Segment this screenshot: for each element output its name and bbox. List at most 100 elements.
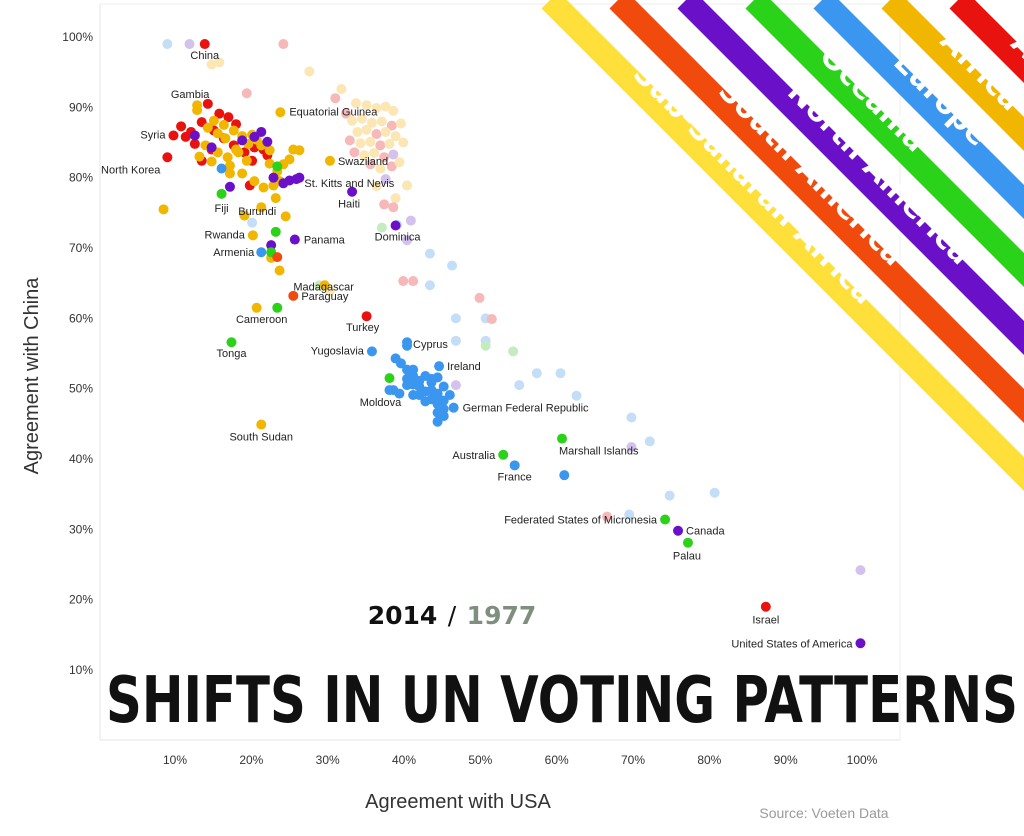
point-label: Cyprus [413, 339, 448, 351]
labeled-data-point [256, 419, 267, 430]
data-point-1977 [555, 368, 566, 379]
legend-band [677, 0, 1024, 355]
labeled-data-point [760, 601, 771, 612]
data-point-1977 [390, 193, 401, 204]
data-point-2014 [256, 126, 267, 137]
x-tick-label: 20% [239, 753, 263, 767]
data-point-1977 [450, 335, 461, 346]
data-point-1977 [347, 115, 358, 126]
data-point-1977 [340, 108, 351, 119]
data-point-1977 [379, 199, 390, 210]
data-point-2014 [812, 62, 823, 73]
data-point-1977 [376, 222, 387, 233]
labeled-data-point [855, 638, 866, 649]
data-point-2014 [266, 240, 277, 251]
y-tick-label: 80% [69, 171, 93, 185]
data-point-1977 [402, 235, 413, 246]
point-label: Ireland [447, 361, 481, 373]
data-point-1977 [398, 137, 409, 148]
data-point-2014 [559, 470, 570, 481]
data-point-1977 [352, 126, 363, 137]
point-label: Tonga [216, 348, 247, 360]
point-label: South Sudan [229, 432, 293, 444]
data-point-1977 [424, 280, 435, 291]
data-point-2014 [223, 112, 234, 123]
data-point-1977 [644, 436, 655, 447]
x-tick-label: 60% [545, 753, 569, 767]
x-tick-label: 100% [847, 753, 878, 767]
data-point-1977 [602, 511, 613, 522]
chart-texts: 2014 / 1977 SHIFTS IN UN VOTING PATTERNS… [21, 277, 1018, 821]
point-label: North Korea [101, 164, 161, 176]
legend-bands: AsiaAfricaEuropeOceaniaNorth AmericaSout… [541, 0, 1024, 491]
data-point-1977 [361, 124, 372, 135]
y-tick-label: 90% [69, 100, 93, 114]
labeled-data-point [275, 107, 286, 118]
x-tick-label: 90% [774, 753, 798, 767]
data-point-1977 [349, 147, 360, 158]
point-label: Yugoslavia [311, 345, 365, 357]
x-tick-label: 70% [621, 753, 645, 767]
data-point-2014 [272, 302, 283, 313]
data-point-1977 [355, 138, 366, 149]
labeled-data-point [390, 220, 401, 231]
data-point-2014 [224, 168, 235, 179]
data-point-2014 [189, 138, 200, 149]
data-point-1977 [336, 84, 347, 95]
data-point-1977 [508, 346, 519, 357]
data-point-1977 [376, 116, 387, 127]
point-label: Gambia [171, 89, 210, 101]
data-point-1977 [626, 412, 637, 423]
data-point-1977 [357, 113, 368, 124]
data-point-2014 [264, 158, 275, 169]
y-tick-label: 70% [69, 241, 93, 255]
data-point-2014 [212, 128, 223, 139]
legend-band [881, 0, 1024, 151]
point-label: Panama [304, 235, 346, 247]
point-label: Burundi [238, 206, 276, 218]
point-label: Armenia [213, 247, 255, 259]
data-point-2014 [206, 156, 217, 167]
data-point-2014 [237, 135, 248, 146]
legend-band [949, 0, 1024, 83]
data-point-2014 [272, 252, 283, 263]
data-point-1977 [304, 66, 315, 77]
data-point-2014 [214, 108, 225, 119]
data-point-1977 [375, 163, 386, 174]
labeled-data-point [498, 449, 509, 460]
data-point-1977 [626, 442, 637, 453]
labeled-data-point [682, 537, 693, 548]
source-note: Source: Voeten Data [759, 805, 888, 821]
data-point-1977 [388, 149, 399, 160]
point-label: Canada [686, 526, 725, 538]
point-label: German Federal Republic [463, 403, 589, 415]
data-point-2014 [158, 204, 169, 215]
data-point-1977 [424, 248, 435, 259]
labeled-data-point [289, 234, 300, 245]
data-point-2014 [220, 133, 231, 144]
data-point-1977 [408, 276, 419, 287]
data-point-2014 [284, 154, 295, 165]
data-point-1977 [384, 138, 395, 149]
data-point-2014 [384, 373, 395, 384]
data-point-1977 [450, 313, 461, 324]
labeled-data-point [361, 311, 372, 322]
y-axis-label: Agreement with China [21, 277, 43, 475]
point-label: St. Kitts and Nevis [304, 178, 394, 190]
data-point-2014 [224, 181, 235, 192]
data-point-1977 [514, 380, 525, 391]
labeled-data-point [251, 302, 262, 313]
data-point-1977 [214, 57, 225, 68]
point-label: Cameroon [236, 314, 287, 326]
point-label: Israel [752, 615, 779, 627]
data-point-2014 [270, 193, 281, 204]
data-point-2014 [224, 160, 235, 171]
labeled-data-point [168, 130, 179, 141]
data-point-1977 [394, 157, 405, 168]
labeled-data-point [216, 188, 227, 199]
labeled-data-point [256, 247, 267, 258]
labeled-data-point [288, 290, 299, 301]
data-point-2014 [274, 265, 285, 276]
data-point-1977 [486, 314, 497, 325]
